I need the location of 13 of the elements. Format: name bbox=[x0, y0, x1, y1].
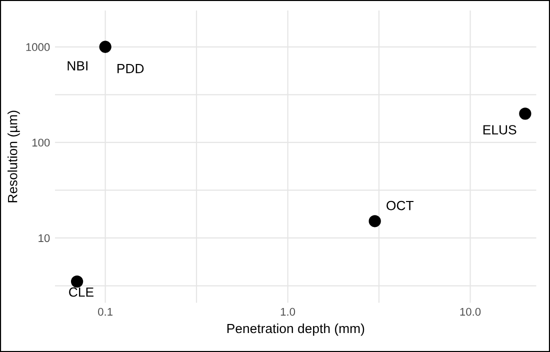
annotation: PDD bbox=[118, 64, 144, 74]
annotation: ELUS bbox=[483, 125, 516, 134]
x-tick-label: 1.0 bbox=[280, 308, 296, 316]
y-tick-label: 10 bbox=[38, 234, 50, 242]
x-tick-label: 0.1 bbox=[98, 308, 112, 316]
annotation: OCT bbox=[386, 200, 414, 210]
x-tick-label: 10.0 bbox=[460, 308, 481, 316]
y-axis-title: Resolution (µm) bbox=[8, 110, 20, 202]
x-axis-title: Penetration depth (mm) bbox=[227, 323, 364, 336]
annotation: CLE bbox=[69, 287, 94, 297]
y-tick-label: 100 bbox=[32, 138, 50, 147]
y-tick-label: 1000 bbox=[26, 43, 50, 52]
annotation: NBI bbox=[68, 61, 88, 70]
